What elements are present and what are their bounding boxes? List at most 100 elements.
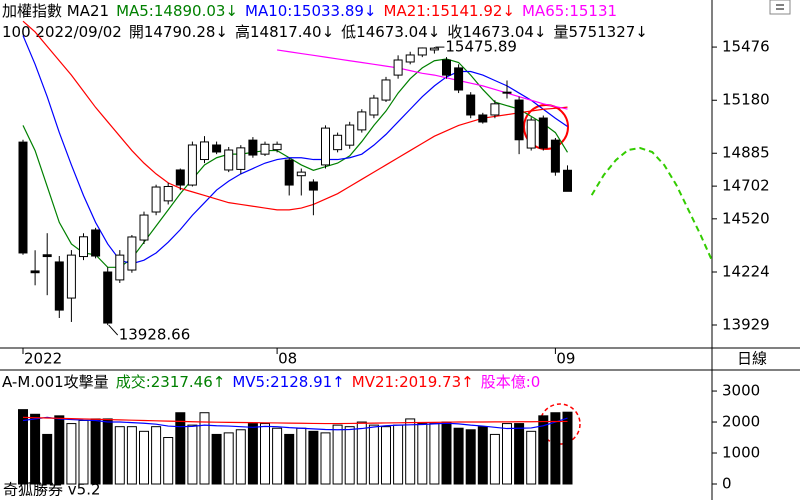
- volume-bar: [102, 418, 113, 485]
- volume-bar: [30, 413, 41, 485]
- candle-body: [175, 169, 185, 186]
- volume-bar: [344, 426, 355, 485]
- volume-bar: [381, 426, 391, 485]
- y-tick-label: 14224: [722, 263, 770, 281]
- candle-body: [429, 47, 439, 51]
- candle-body: [454, 67, 464, 91]
- candle-body: [91, 229, 101, 257]
- candle-body: [79, 236, 88, 258]
- volume-bar: [151, 426, 162, 485]
- volume-bar: [235, 429, 246, 485]
- candle-body: [187, 144, 197, 186]
- volume-bar: [199, 412, 210, 485]
- candle-body: [538, 117, 548, 149]
- y-tick-label: 13929: [722, 316, 770, 334]
- header-item: MV5:2128.91↑: [232, 373, 344, 391]
- candle-body: [42, 254, 52, 258]
- volume-bar: [393, 424, 404, 485]
- header-item: 成交:2317.46↑: [116, 373, 226, 391]
- header-item: 100 2022/09/02: [2, 23, 122, 41]
- volume-bar: [514, 423, 525, 485]
- header-item: 股本億:0: [481, 373, 541, 391]
- volume-bar: [78, 419, 89, 485]
- candle-body: [381, 79, 391, 101]
- x-tick-label: 08: [278, 350, 297, 368]
- y-tick-label: 14885: [722, 144, 770, 162]
- candle-body: [236, 147, 246, 170]
- candle-body: [272, 143, 282, 151]
- footer: 奇狐勝券 v5.2: [3, 481, 101, 499]
- volume-average: [22, 416, 568, 425]
- candle-body: [490, 103, 500, 116]
- candle-body: [200, 141, 209, 161]
- y-tick-label: 14702: [722, 177, 770, 195]
- annotation: 13928.66: [119, 326, 191, 344]
- candle-body: [18, 141, 28, 254]
- y-tick-label: 2000: [722, 413, 760, 431]
- y-tick-label: 15180: [722, 91, 770, 109]
- candle-body: [248, 139, 258, 156]
- candle-body: [284, 159, 294, 186]
- header-item: 高14817.40↓: [235, 23, 334, 41]
- header-item: MA21:15141.92↓: [384, 2, 515, 20]
- y-tick-label: 15476: [722, 38, 770, 56]
- header-item: A-M.001攻擊量: [2, 373, 109, 391]
- candle-body: [405, 54, 415, 63]
- candle-body: [442, 59, 451, 76]
- volume-bar: [405, 418, 416, 485]
- header-line: 100 2022/09/02 開14790.28↓ 高14817.40↓ 低14673…: [2, 23, 648, 41]
- candle-body: [66, 254, 76, 299]
- volume-bar: [441, 421, 452, 485]
- menu-icon[interactable]: [769, 0, 791, 15]
- volume-bar: [332, 424, 343, 485]
- volume-bar: [284, 433, 295, 485]
- volume-average: [22, 416, 568, 431]
- candle-body: [466, 94, 476, 116]
- volume-bar: [502, 423, 512, 485]
- volume-bar: [296, 427, 307, 485]
- candle-body: [514, 99, 524, 141]
- candle-body: [333, 134, 343, 151]
- volume-bar: [247, 423, 258, 485]
- annotation-leader: [108, 324, 119, 336]
- candle-body: [115, 254, 125, 281]
- volume-bar: [114, 426, 125, 485]
- header-item: 低14673.04↓: [341, 23, 440, 41]
- volume-bar: [66, 423, 77, 485]
- y-tick-label: 1000: [722, 444, 760, 462]
- candle-body: [260, 143, 270, 155]
- header-line: 加權指數 MA21 MA5:14890.03↓ MA10:15033.89↓ MA21…: [2, 2, 617, 20]
- volume-bar: [126, 426, 137, 485]
- volume-bar: [272, 427, 283, 485]
- x-tick-label: 09: [556, 350, 575, 368]
- header-item: 加權指數 MA21: [2, 2, 109, 20]
- candle-body: [296, 171, 306, 177]
- period-label: 日線: [737, 350, 767, 368]
- candle-body: [163, 185, 173, 202]
- candle-body: [393, 59, 403, 76]
- header-item: MA10:15033.89↓: [245, 2, 376, 20]
- volume-bar: [538, 415, 549, 485]
- volume-bar: [163, 437, 174, 485]
- candle-body: [54, 261, 64, 311]
- volume-bar: [453, 427, 464, 485]
- volume-bar: [90, 418, 101, 485]
- volume-bar: [175, 412, 186, 485]
- volume-bar: [18, 409, 28, 485]
- volume-bar: [526, 430, 537, 485]
- volume-bar: [260, 423, 270, 485]
- candle-body: [224, 149, 234, 171]
- volume-bar: [429, 423, 440, 485]
- candle-body: [369, 97, 379, 116]
- header-line: A-M.001攻擊量 成交:2317.46↑ MV5:2128.91↑ MV21:20…: [2, 373, 540, 391]
- forecast-line: [590, 147, 714, 263]
- candle-body: [321, 127, 330, 166]
- header-item: MA5:14890.03↓: [116, 2, 238, 20]
- volume-bar: [465, 429, 476, 485]
- candle-body: [345, 124, 355, 146]
- volume-bar: [211, 433, 222, 485]
- x-tick-label: 2022: [24, 350, 62, 368]
- y-tick-label: 0: [722, 475, 732, 493]
- volume-bar: [489, 433, 500, 485]
- candle-body: [502, 91, 512, 94]
